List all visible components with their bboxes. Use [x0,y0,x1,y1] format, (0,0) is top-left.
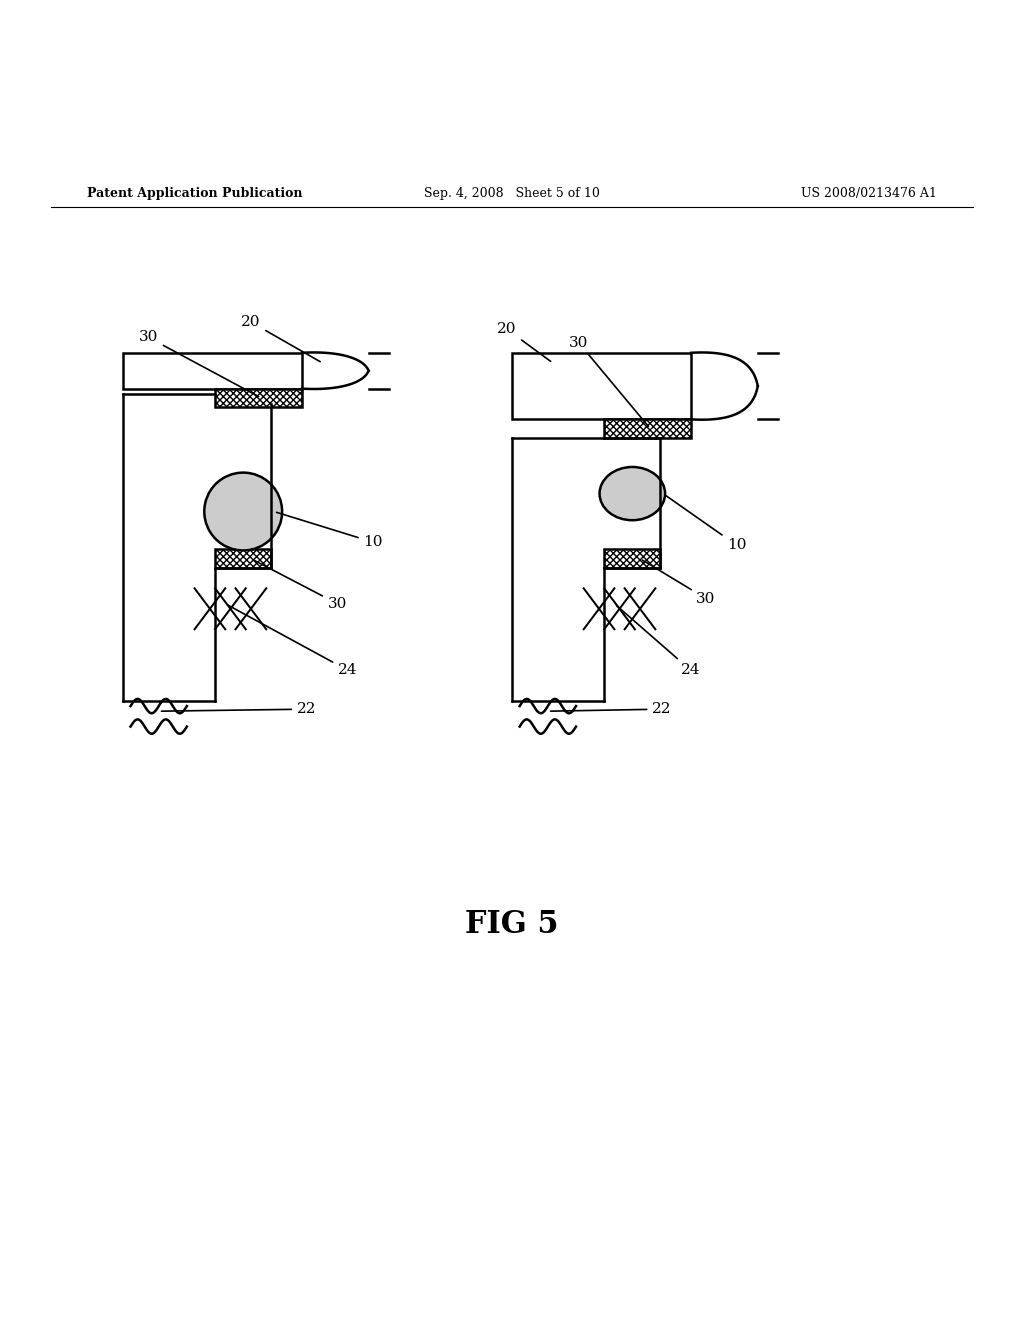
Text: 30: 30 [139,330,259,396]
Text: Sep. 4, 2008   Sheet 5 of 10: Sep. 4, 2008 Sheet 5 of 10 [424,186,600,199]
Text: 30: 30 [569,335,648,426]
Text: 30: 30 [253,560,347,611]
Text: 20: 20 [497,322,551,362]
Text: 22: 22 [162,702,316,717]
Polygon shape [604,549,660,568]
Polygon shape [604,420,691,438]
Text: 10: 10 [276,512,383,549]
Text: 30: 30 [642,560,716,606]
Text: 24: 24 [616,606,700,677]
Text: 24: 24 [227,605,357,677]
Text: 10: 10 [666,495,746,552]
Text: FIG 5: FIG 5 [465,908,559,940]
Polygon shape [215,388,302,407]
Circle shape [204,473,282,550]
Text: 22: 22 [551,702,672,717]
Text: US 2008/0213476 A1: US 2008/0213476 A1 [801,186,937,199]
Polygon shape [215,549,271,568]
Text: Patent Application Publication: Patent Application Publication [87,186,302,199]
Ellipse shape [599,467,666,520]
Text: 20: 20 [241,315,321,362]
